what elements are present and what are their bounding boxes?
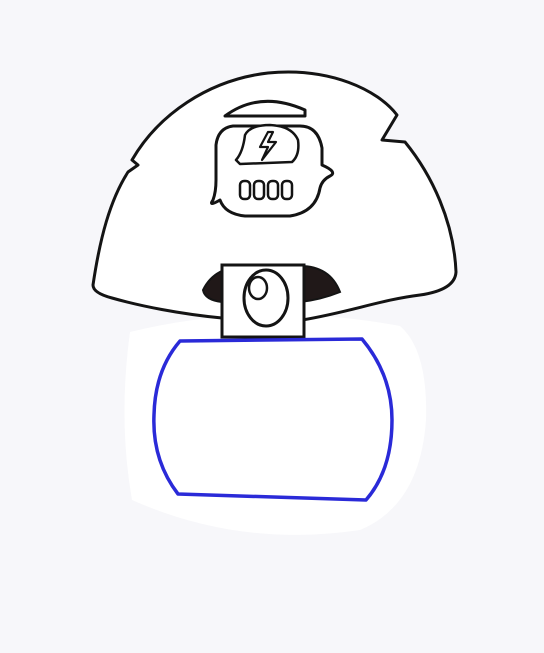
teeth-row bbox=[238, 179, 294, 201]
tooth bbox=[252, 179, 266, 201]
tooth bbox=[280, 179, 294, 201]
lightning-bolt-icon bbox=[258, 130, 278, 162]
eye-pupil bbox=[247, 275, 269, 301]
tooth bbox=[266, 179, 280, 201]
forehead-dome bbox=[223, 99, 307, 118]
robot-eye bbox=[242, 268, 290, 328]
body-outline bbox=[152, 337, 394, 502]
tooth bbox=[238, 179, 252, 201]
